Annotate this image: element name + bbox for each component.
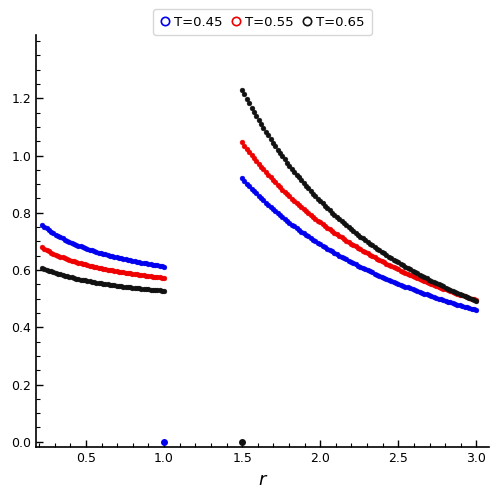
X-axis label: r: r [258,471,266,489]
Legend: T=0.45, T=0.55, T=0.65: T=0.45, T=0.55, T=0.65 [154,9,372,35]
